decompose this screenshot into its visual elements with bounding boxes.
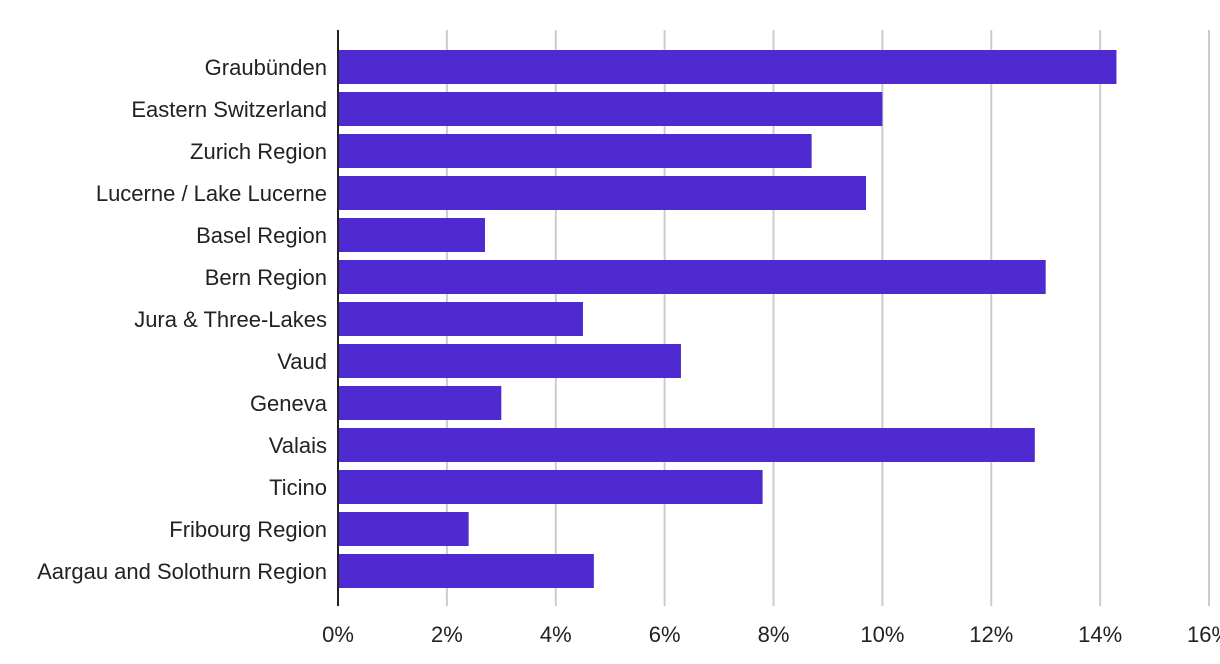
bar [338, 260, 1046, 294]
x-tick-label: 12% [969, 622, 1013, 647]
bar [338, 344, 681, 378]
x-tick-label: 4% [540, 622, 572, 647]
x-tick-labels: 0% 2% 4% 6% 8% 10% 12% 14% 16% [322, 622, 1220, 647]
bar [338, 92, 883, 126]
bar [338, 176, 867, 210]
bar [338, 512, 469, 546]
category-label: Bern Region [205, 265, 327, 290]
x-tick-label: 14% [1078, 622, 1122, 647]
category-label: Lucerne / Lake Lucerne [96, 181, 327, 206]
category-label: Aargau and Solothurn Region [37, 559, 327, 584]
category-label: Fribourg Region [169, 517, 327, 542]
bar [338, 302, 583, 336]
category-label: Zurich Region [190, 139, 327, 164]
category-label: Valais [269, 433, 327, 458]
category-label: Jura & Three-Lakes [134, 307, 327, 332]
x-tick-label: 8% [758, 622, 790, 647]
bar [338, 50, 1117, 84]
bar [338, 470, 763, 504]
x-tick-label: 0% [322, 622, 354, 647]
bar [338, 134, 812, 168]
x-tick-label: 6% [649, 622, 681, 647]
category-labels: Graubünden Eastern Switzerland Zurich Regi… [37, 55, 328, 584]
x-tick-label: 10% [860, 622, 904, 647]
category-label: Geneva [250, 391, 328, 416]
category-label: Basel Region [196, 223, 327, 248]
bar [338, 428, 1035, 462]
bar [338, 554, 594, 588]
category-label: Vaud [277, 349, 327, 374]
bar [338, 218, 485, 252]
category-label: Graubünden [205, 55, 327, 80]
bars [338, 50, 1117, 588]
category-label: Eastern Switzerland [131, 97, 327, 122]
x-tick-label: 16% [1187, 622, 1220, 647]
category-label: Ticino [269, 475, 327, 500]
x-tick-label: 2% [431, 622, 463, 647]
bar [338, 386, 502, 420]
